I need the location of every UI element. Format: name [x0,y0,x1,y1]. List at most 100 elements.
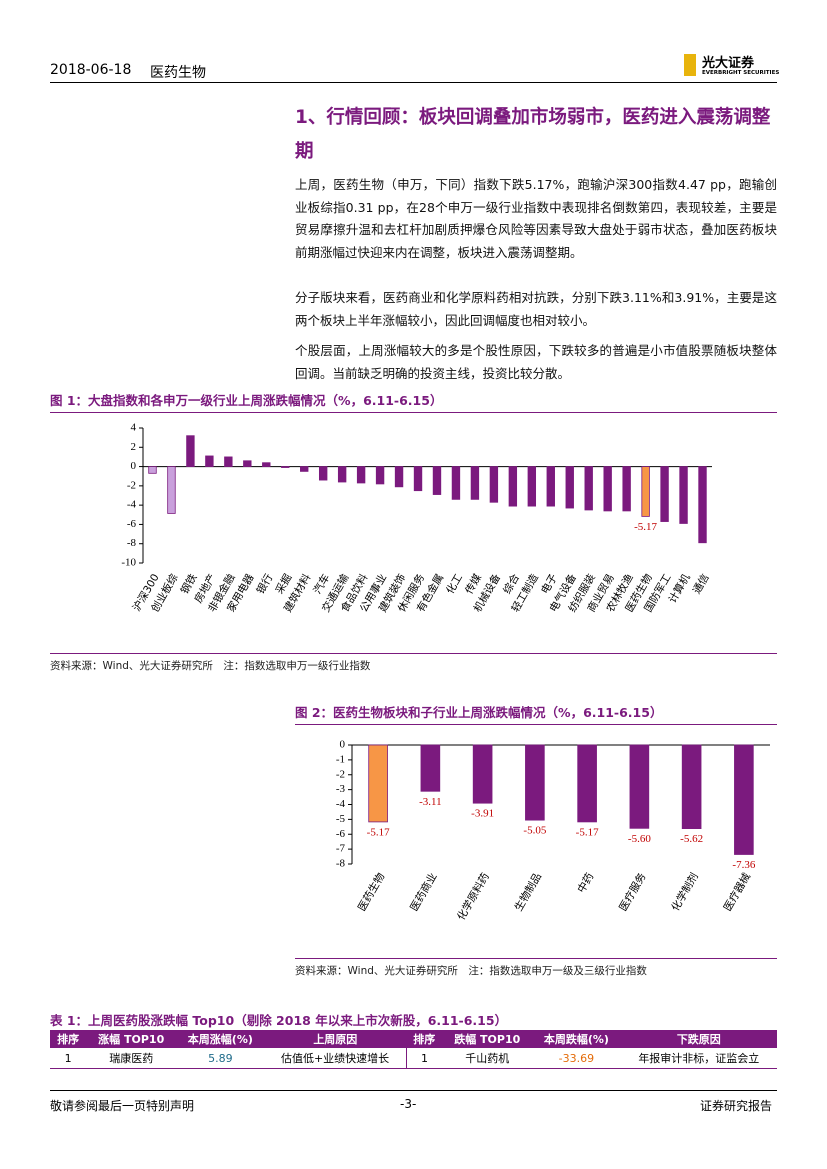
y-tick-label: 0 [340,739,346,751]
bar [546,466,555,507]
x-tick-label: 医药生物 [355,871,387,914]
bar [243,460,252,467]
bar [641,466,650,517]
x-tick-label: 化工 [443,572,465,597]
bar [489,466,499,503]
bar [577,744,597,823]
column-header: 排序 [50,1030,87,1048]
table-cell: 瑞康医药 [86,1048,177,1069]
bar [679,466,688,524]
x-tick-label: 化学制剂 [669,871,701,914]
bar [525,744,545,821]
y-tick-label: -1 [336,753,345,765]
y-tick-label: -6 [336,828,346,840]
column-header: 本周跌幅(%) [532,1030,621,1048]
bar [148,466,157,474]
bar [167,466,176,514]
paragraph: 个股层面，上周涨幅较大的多是个股性原因，下跌较多的普遍是小市值股票随板块整体回调… [295,343,777,381]
table-cell: 1 [50,1048,87,1069]
y-tick-label: -4 [127,499,137,511]
value-label: -5.05 [523,825,546,837]
table: 排序 涨幅 TOP10 本周涨幅(%) 上周原因 排序 跌幅 TOP10 本周跌幅(%) 下跌… [50,1030,777,1069]
paragraph: 上周，医药生物（申万，下同）指数下跌5.17%，跑输沪深300指数4.47 pp… [295,177,777,260]
x-tick-label: 中药 [575,871,597,896]
bar [394,466,404,488]
bar [375,466,385,485]
charts: -10-8-6-4-2024沪深300创业板综钢铁房地产非银金融家用电器银行采掘… [121,422,770,923]
value-label: -5.17 [367,826,390,838]
header-date: 2018-06-18 [50,62,132,78]
bar [470,466,480,500]
section-heading: 1、行情回顾：板块回调叠加市场弱市，医药进入震荡调整期 [295,107,771,162]
table-row: 1 瑞康医药 5.89 估值低+业绩快速增长 1 千山药机 -33.69 年报审计非标，证监会… [50,1048,777,1069]
bar [584,466,593,511]
logo-cn: 光大证券 [702,56,755,71]
bar [629,744,650,829]
bar [186,435,195,467]
bar [318,466,328,481]
y-tick-label: -8 [336,858,346,870]
bar [451,466,461,500]
value-label: -5.62 [680,833,703,845]
bar [622,466,631,512]
bar [698,466,707,544]
x-tick-label: 医疗服务 [616,870,649,913]
column-header: 本周涨幅(%) [176,1030,265,1048]
y-tick-label: -4 [336,798,346,810]
footer-page: -3- [400,1097,417,1111]
column-header: 上周原因 [264,1030,407,1048]
figure-source: 资料来源：Wind、光大证券研究所 注：指数选取申万一级及三级行业指数 [295,958,777,978]
bar [224,456,233,467]
x-tick-label: 医药商业 [407,871,439,914]
y-tick-label: -10 [121,557,136,569]
column-header: 跌幅 TOP10 [442,1030,533,1048]
y-tick-label: -6 [127,518,137,530]
bar [508,466,518,507]
footer-left: 敬请参阅最后一页特别声明 [50,1099,195,1113]
logo-en: EVERBRIGHT SECURITIES [702,70,780,76]
bar [681,744,702,829]
bar [660,466,669,522]
bar [527,466,537,507]
bar [603,466,612,512]
header-sector: 医药生物 [150,65,206,81]
x-tick-label: 银行 [254,571,276,596]
y-tick-label: -7 [336,843,346,855]
bar [337,466,347,483]
y-tick-label: -8 [127,537,137,549]
bar [565,466,574,509]
figure-caption: 图 2：医药生物板块和子行业上周涨跌幅情况（%，6.11-6.15） [295,702,777,725]
value-label: -3.91 [471,808,494,820]
bar [420,744,441,792]
table-cell: -33.69 [532,1048,621,1069]
bar [432,466,442,495]
bar [281,466,290,468]
figure-source: 资料来源：Wind、光大证券研究所 注：指数选取申万一级行业指数 [50,653,777,673]
figure-caption: 图 1：大盘指数和各申万一级行业上周涨跌幅情况（%，6.11-6.15） [50,390,777,413]
footer-rule [50,1090,777,1091]
bar [356,466,366,484]
bar [472,744,493,804]
y-tick-label: 2 [131,441,137,453]
logo-icon [684,54,696,76]
value-label: -5.17 [634,521,657,533]
x-tick-label: 化学原料药 [454,871,492,923]
table-cell: 千山药机 [442,1048,533,1069]
column-header: 排序 [406,1030,443,1048]
y-tick-label: -5 [336,813,346,825]
y-tick-label: 0 [131,460,137,472]
table-cell: 5.89 [176,1048,265,1069]
table-cell: 年报审计非标，证监会立 [620,1048,777,1069]
header-rule [50,82,777,83]
y-tick-label: -3 [336,783,346,795]
table-cell: 1 [406,1048,443,1069]
y-tick-label: -2 [127,479,136,491]
table-cell: 估值低+业绩快速增长 [264,1048,407,1069]
column-header: 下跌原因 [620,1030,777,1048]
value-label: -3.11 [419,796,442,808]
bar [734,744,754,855]
header-row: 排序 涨幅 TOP10 本周涨幅(%) 上周原因 排序 跌幅 TOP10 本周跌幅(%) 下跌… [50,1030,777,1048]
column-header: 涨幅 TOP10 [86,1030,177,1048]
x-tick-label: 通信 [691,572,712,596]
